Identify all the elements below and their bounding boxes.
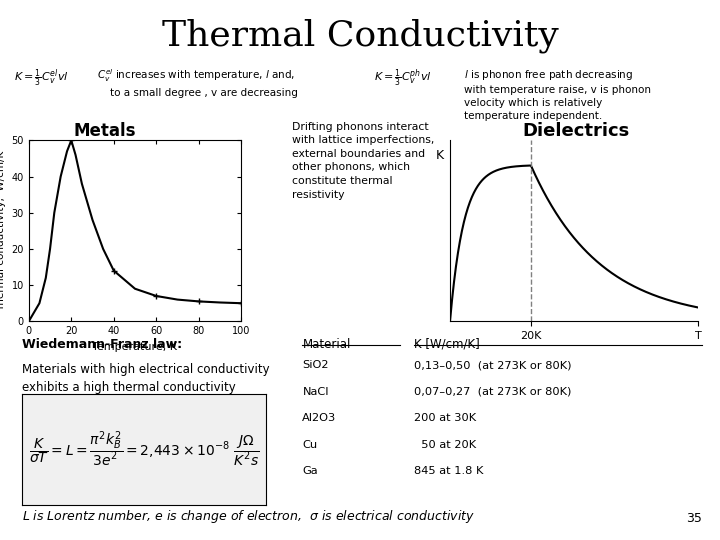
X-axis label: Temperature, K: Temperature, K — [92, 342, 178, 352]
Text: Ga: Ga — [302, 466, 318, 476]
Text: SiO2: SiO2 — [302, 360, 329, 370]
Y-axis label: Thermal conductivity,  W/cm/K: Thermal conductivity, W/cm/K — [0, 151, 6, 311]
Text: $K=\frac{1}{3}C_v^{el}vl$: $K=\frac{1}{3}C_v^{el}vl$ — [14, 68, 69, 89]
Text: $K=\frac{1}{3}C_v^{ph}vl$: $K=\frac{1}{3}C_v^{ph}vl$ — [374, 68, 432, 89]
Text: Cu: Cu — [302, 440, 318, 450]
Text: Material: Material — [302, 338, 351, 350]
Text: 200 at 30K: 200 at 30K — [414, 413, 476, 423]
Text: K [W/cm/K]: K [W/cm/K] — [414, 338, 480, 350]
Text: 0,13–0,50  (at 273K or 80K): 0,13–0,50 (at 273K or 80K) — [414, 360, 572, 370]
Text: Dielectrics: Dielectrics — [523, 122, 629, 139]
Text: $\dfrac{K}{\sigma T} = L = \dfrac{\pi^2 k_B^2}{3e^2} = 2{,}443\times10^{-8}\ \df: $\dfrac{K}{\sigma T} = L = \dfrac{\pi^2 … — [29, 430, 259, 469]
Text: $l$ is phonon free path decreasing
with temperature raise, v is phonon
velocity : $l$ is phonon free path decreasing with … — [464, 68, 652, 121]
Text: Metals: Metals — [73, 122, 135, 139]
Text: $L$ is Lorentz number, e is change of electron,  $\sigma$ is electrical conducti: $L$ is Lorentz number, e is change of el… — [22, 508, 474, 525]
Text: 845 at 1.8 K: 845 at 1.8 K — [414, 466, 483, 476]
Text: Wiedemann-Franz law:: Wiedemann-Franz law: — [22, 338, 181, 350]
Text: Drifting phonons interact
with lattice imperfections,
external boundaries and
ot: Drifting phonons interact with lattice i… — [292, 122, 434, 199]
Y-axis label: K: K — [436, 149, 444, 162]
Text: 50 at 20K: 50 at 20K — [414, 440, 476, 450]
Text: NaCl: NaCl — [302, 387, 329, 397]
Text: Materials with high electrical conductivity
exhibits a high thermal conductivity: Materials with high electrical conductiv… — [22, 363, 269, 394]
Text: Thermal Conductivity: Thermal Conductivity — [161, 19, 559, 53]
Text: Al2O3: Al2O3 — [302, 413, 337, 423]
Text: 0,07–0,27  (at 273K or 80K): 0,07–0,27 (at 273K or 80K) — [414, 387, 572, 397]
Text: $C_v^{el}$ increases with temperature, $l$ and,
    to a small degree , v are de: $C_v^{el}$ increases with temperature, $… — [97, 68, 298, 98]
Text: 35: 35 — [686, 512, 702, 525]
